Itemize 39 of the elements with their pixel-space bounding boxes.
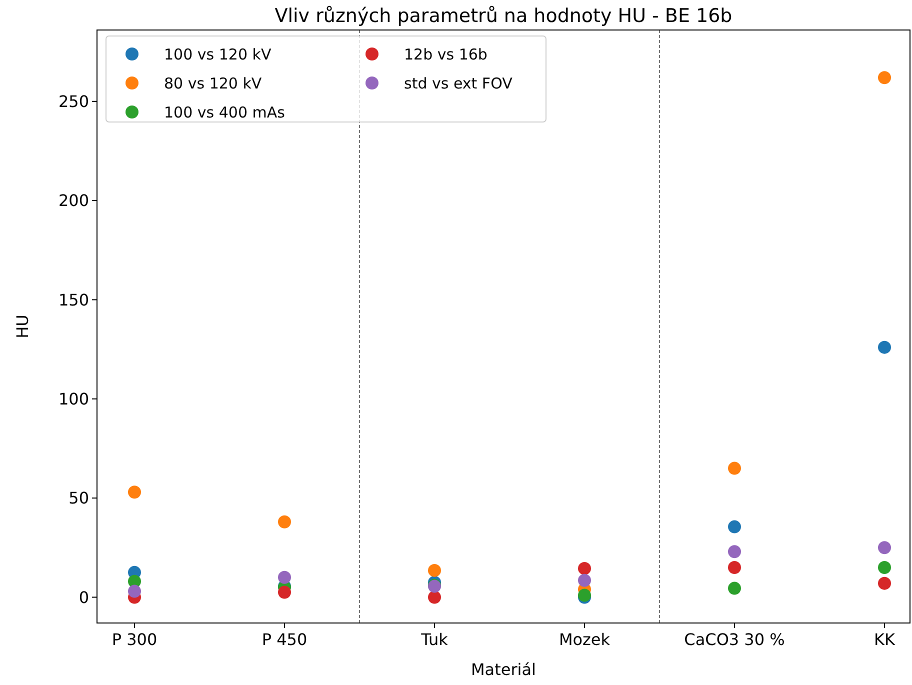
y-tick-label: 200	[58, 191, 89, 210]
legend-label: 100 vs 120 kV	[164, 45, 272, 64]
point	[128, 584, 141, 598]
legend-label: 12b vs 16b	[404, 45, 488, 64]
point	[728, 462, 741, 475]
point	[278, 570, 291, 584]
legend-label: 80 vs 120 kV	[164, 74, 262, 92]
y-tick-label: 0	[78, 588, 89, 607]
point	[578, 562, 591, 575]
point	[278, 515, 291, 528]
y-tick-label: 250	[58, 92, 89, 111]
point	[728, 560, 741, 574]
point	[578, 574, 591, 587]
point	[428, 590, 441, 604]
legend-label: std vs ext FOV	[404, 74, 514, 92]
x-tick-label: Tuk	[420, 630, 449, 649]
point	[878, 576, 891, 590]
y-tick-label: 150	[58, 290, 89, 310]
point	[878, 560, 891, 574]
point	[128, 486, 141, 499]
point	[878, 71, 891, 84]
point	[878, 541, 891, 554]
point	[878, 340, 891, 354]
point	[428, 564, 441, 577]
x-tick-label: CaCO3 30 %	[684, 630, 785, 649]
x-tick-label: P 450	[262, 630, 308, 649]
chart-title: Vliv různých parametrů na hodnoty HU - BE 16b	[274, 5, 732, 27]
y-tick-label: 100	[58, 389, 89, 408]
x-tick-label: KK	[874, 630, 896, 649]
legend-label: 100 vs 400 mAs	[164, 103, 286, 122]
y-tick-label: 50	[68, 488, 89, 508]
y-axis-title: HU	[13, 314, 32, 338]
point	[728, 582, 741, 595]
point	[728, 545, 741, 558]
x-axis-title: Materiál	[471, 660, 536, 679]
point	[278, 586, 291, 599]
x-tick-label: Mozek	[558, 630, 611, 649]
x-tick-label: P 300	[112, 630, 158, 649]
point	[728, 520, 741, 534]
